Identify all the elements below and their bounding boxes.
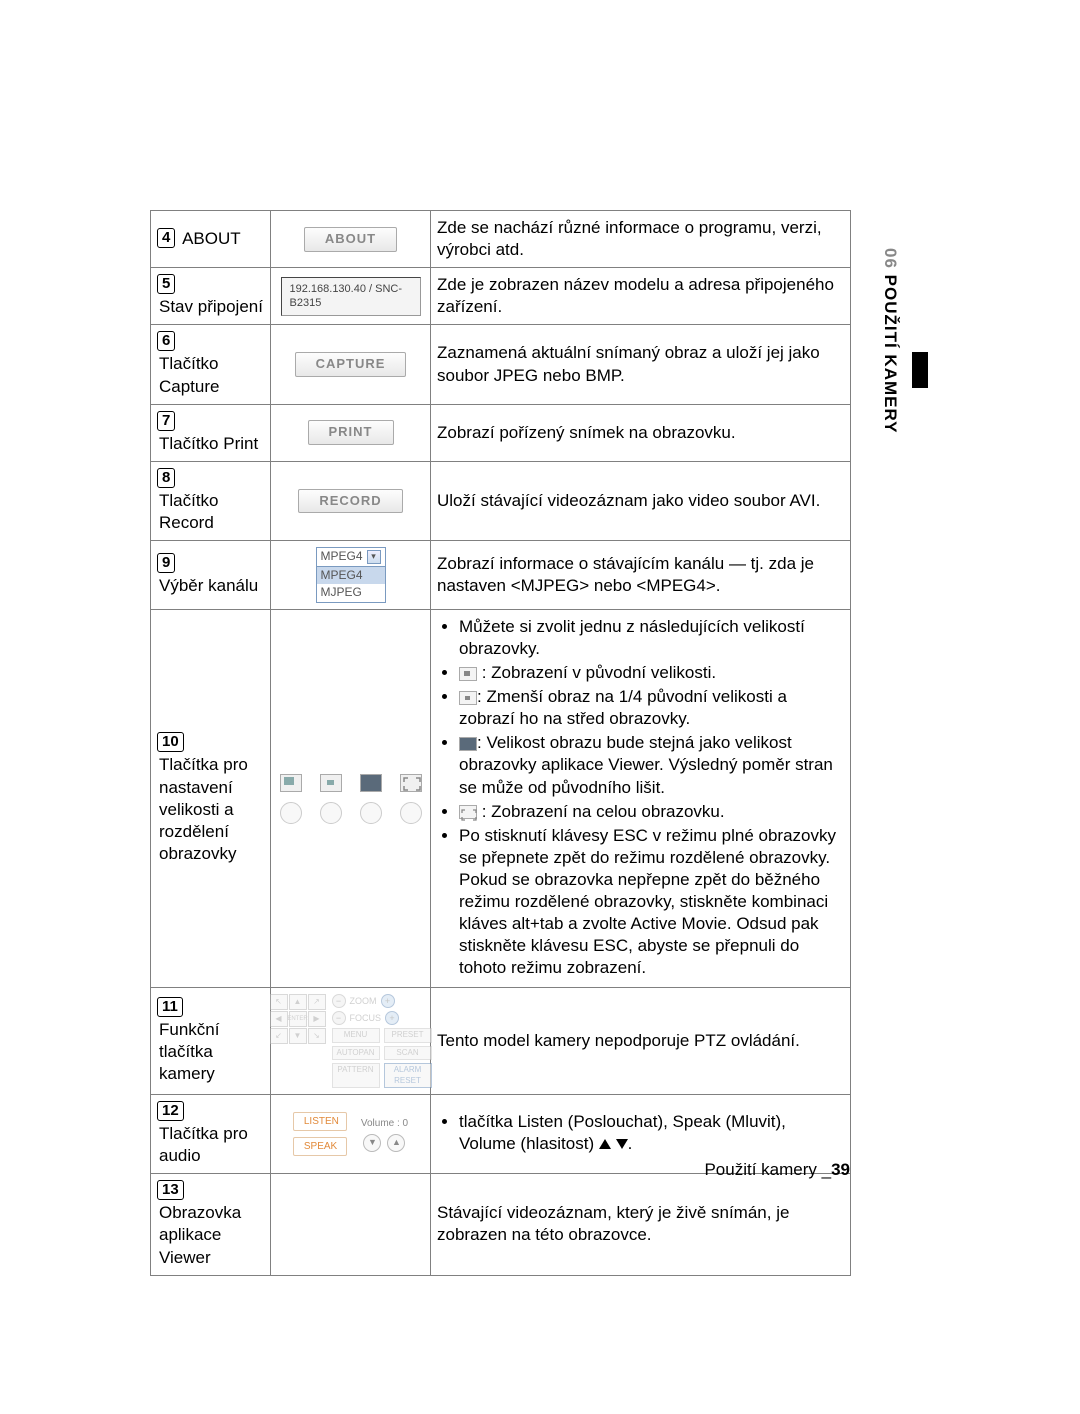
row-num: 4 (157, 228, 175, 248)
table-row: 4 ABOUT ABOUT Zde se nachází různé infor… (151, 211, 851, 268)
bullet: Po stisknutí klávesy ESC v režimu plné o… (459, 825, 844, 980)
row-label: Obrazovka aplikace Viewer (159, 1202, 264, 1268)
plus-icon: + (385, 1011, 399, 1025)
bullet: : Zobrazení na celou obrazovku. (459, 801, 844, 823)
row-desc: Zobrazí informace o stávajícím kanálu — … (431, 541, 851, 610)
ptz-button: SCAN (384, 1046, 432, 1060)
row-num: 13 (157, 1180, 184, 1200)
section-title: POUŽITÍ KAMERY (881, 275, 900, 434)
circle-icon (360, 802, 382, 824)
table-row: 9 Výběr kanálu MPEG4 ▾ MPEG4 MJPEG Zobraz… (151, 541, 851, 610)
side-marker (912, 352, 928, 388)
ptz-button: MENU (332, 1028, 380, 1042)
fit-viewer-icon (360, 774, 382, 792)
connection-status-box: 192.168.130.40 / SNC-B2315 (281, 277, 421, 316)
volume-label: Volume : 0 (361, 1117, 408, 1130)
dropdown-selected: MPEG4 (321, 549, 363, 565)
original-size-icon (459, 667, 477, 681)
volume-up-icon: ▲ (387, 1134, 405, 1152)
row-num: 7 (157, 411, 175, 431)
row-desc: Zde se nachází různé informace o program… (431, 211, 851, 268)
table-row: 7 Tlačítko Print PRINT Zobrazí pořízený … (151, 404, 851, 461)
fullscreen-icon (459, 805, 477, 819)
fullscreen-icon (400, 774, 422, 792)
table-row: 10 Tlačítka pro nastavení velikosti a ro… (151, 609, 851, 988)
bullet: Můžete si zvolit jednu z následujících v… (459, 616, 844, 660)
row-desc: Zaznamená aktuální snímaný obraz a uloží… (431, 325, 851, 404)
row-desc: Stávající videozáznam, který je živě sní… (431, 1174, 851, 1275)
listen-button: LISTEN (293, 1112, 347, 1131)
audio-panel: LISTEN SPEAK Volume : 0 ▼ ▲ (277, 1112, 424, 1156)
ptz-button: ALARM RESET (384, 1063, 432, 1088)
row-num: 8 (157, 468, 175, 488)
print-button: PRINT (308, 420, 394, 445)
reference-table: 4 ABOUT ABOUT Zde se nachází různé infor… (150, 210, 851, 1276)
row-label: Funkční tlačítka kamery (159, 1019, 264, 1085)
bullet: : Velikost obrazu bude stejná jako velik… (459, 732, 844, 798)
row-num: 11 (157, 997, 183, 1017)
page-content: 4 ABOUT ABOUT Zde se nachází různé infor… (150, 210, 850, 1276)
row-label: Tlačítka pro nastavení velikosti a rozdě… (159, 754, 264, 864)
row-label: Tlačítko Record (159, 490, 264, 534)
table-row: 5 Stav připojení 192.168.130.40 / SNC-B2… (151, 268, 851, 325)
enter-label: ENTER (289, 1011, 307, 1027)
ptz-panel: ↖▲↗ ◀ENTER▶ ↙▼↘ −ZOOM+ −FOCUS+ MENUPRESE… (277, 994, 424, 1088)
bullet: : Zobrazení v původní velikosti. (459, 662, 844, 684)
dropdown-option: MPEG4 (317, 567, 385, 585)
bullet: : Zmenší obraz na 1/4 původní velikosti … (459, 686, 844, 730)
capture-button: CAPTURE (295, 352, 407, 377)
zoom-label: ZOOM (350, 996, 377, 1008)
bullet: tlačítka Listen (Poslouchat), Speak (Mlu… (459, 1111, 844, 1155)
circle-icon (280, 802, 302, 824)
row-num: 6 (157, 331, 175, 351)
plus-icon: + (381, 994, 395, 1008)
row-label: Výběr kanálu (159, 575, 258, 597)
row-label: Tlačítko Print (159, 433, 258, 455)
table-row: 11 Funkční tlačítka kamery ↖▲↗ ◀ENTER▶ ↙… (151, 988, 851, 1095)
row-label: ABOUT (182, 228, 241, 250)
row-desc: Tento model kamery nepodporuje PTZ ovlád… (431, 988, 851, 1095)
row-num: 12 (157, 1101, 184, 1121)
ptz-button: AUTOPAN (332, 1046, 380, 1060)
triangle-down-icon (616, 1139, 628, 1149)
about-button: ABOUT (304, 227, 397, 252)
minus-icon: − (332, 1011, 346, 1025)
quarter-size-icon (320, 774, 342, 792)
row-desc: Uloží stávající videozáznam jako video s… (431, 461, 851, 540)
footer-text: Použití kamery _ (704, 1160, 831, 1179)
channel-dropdown: MPEG4 ▾ MPEG4 MJPEG (316, 547, 386, 603)
page-footer: Použití kamery _39 (150, 1160, 850, 1180)
ptz-dpad: ↖▲↗ ◀ENTER▶ ↙▼↘ (270, 994, 326, 1044)
row-desc: Zobrazí pořízený snímek na obrazovku. (431, 404, 851, 461)
circle-icon (320, 802, 342, 824)
row-num: 10 (157, 732, 184, 752)
record-button: RECORD (298, 489, 402, 514)
ptz-button: PATTERN (332, 1063, 380, 1088)
table-row: 6 Tlačítko Capture CAPTURE Zaznamená akt… (151, 325, 851, 404)
side-tab: 06 POUŽITÍ KAMERY (880, 248, 900, 433)
page-number: 39 (831, 1160, 850, 1179)
table-row: 8 Tlačítko Record RECORD Uloží stávající… (151, 461, 851, 540)
focus-label: FOCUS (350, 1013, 382, 1025)
ptz-button: PRESET (384, 1028, 432, 1042)
row-label: Stav připojení (159, 296, 263, 318)
screen-size-icons (277, 774, 424, 824)
circle-icon (400, 802, 422, 824)
row-num: 9 (157, 553, 175, 573)
triangle-up-icon (599, 1139, 611, 1149)
chevron-down-icon: ▾ (367, 550, 381, 564)
section-number: 06 (881, 248, 900, 269)
row-desc: Můžete si zvolit jednu z následujících v… (431, 609, 851, 988)
original-size-icon (280, 774, 302, 792)
speak-button: SPEAK (293, 1137, 347, 1156)
table-row: 13 Obrazovka aplikace Viewer Stávající v… (151, 1174, 851, 1275)
minus-icon: − (332, 994, 346, 1008)
row-desc: Zde je zobrazen název modelu a adresa př… (431, 268, 851, 325)
row-num: 5 (157, 274, 175, 294)
quarter-size-icon (459, 691, 477, 705)
dropdown-option: MJPEG (317, 584, 385, 602)
row-label: Tlačítko Capture (159, 353, 264, 397)
volume-down-icon: ▼ (363, 1134, 381, 1152)
fit-viewer-icon (459, 737, 477, 751)
